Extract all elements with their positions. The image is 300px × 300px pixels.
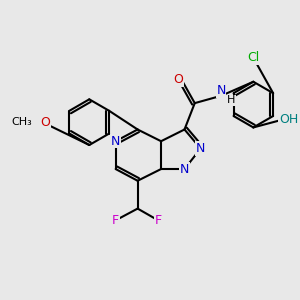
- Text: N: N: [216, 84, 226, 97]
- Text: O: O: [40, 116, 50, 129]
- Text: H: H: [227, 95, 236, 105]
- Text: O: O: [173, 73, 183, 86]
- Text: F: F: [154, 214, 162, 227]
- Text: N: N: [111, 135, 120, 148]
- Text: N: N: [180, 163, 189, 176]
- Text: N: N: [196, 142, 205, 155]
- Text: CH₃: CH₃: [11, 117, 32, 127]
- Text: OH: OH: [279, 113, 298, 126]
- Text: Cl: Cl: [247, 51, 260, 64]
- Text: F: F: [112, 214, 119, 227]
